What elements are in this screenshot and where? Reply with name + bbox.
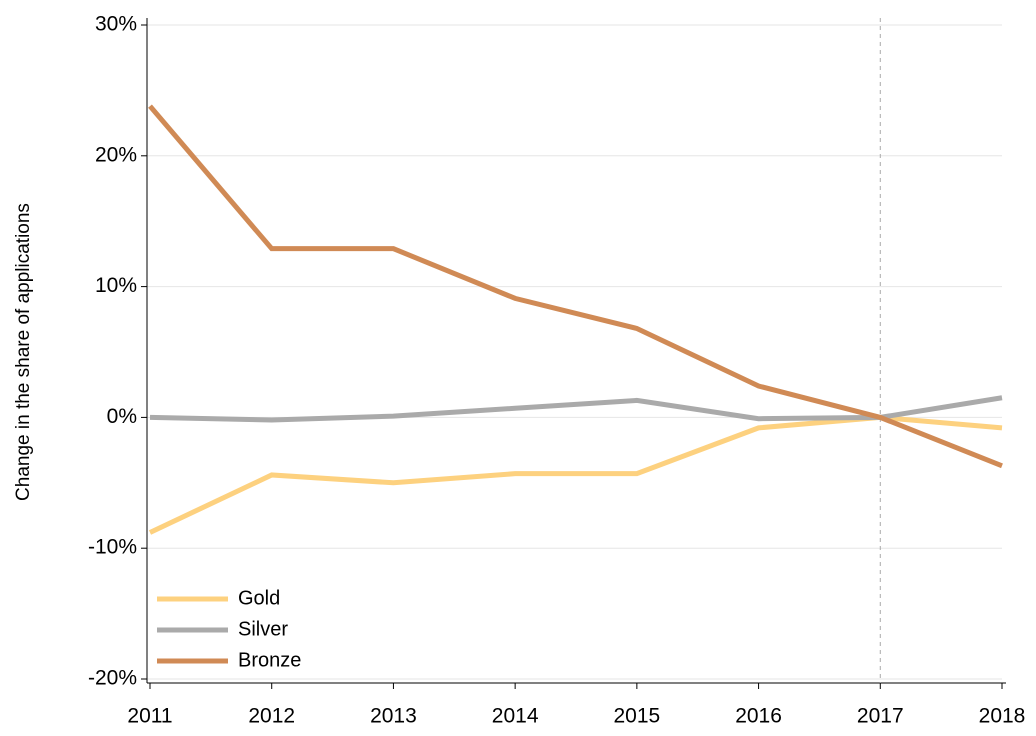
y-tick-label: 0%	[107, 405, 137, 428]
x-tick-label: 2014	[492, 705, 539, 728]
x-tick-label: 2018	[979, 705, 1026, 728]
x-tick-label: 2012	[248, 705, 295, 728]
legend-label: Silver	[238, 618, 288, 640]
legend-label: Bronze	[238, 649, 301, 671]
x-tick-label: 2017	[857, 705, 904, 728]
series-line	[148, 414, 1003, 535]
y-tick-label: 10%	[95, 274, 137, 297]
y-axis-label: Change in the share of applications	[13, 203, 34, 501]
y-tick-label: 20%	[95, 143, 137, 166]
x-tick-label: 2015	[613, 705, 660, 728]
legend-label: Gold	[238, 587, 280, 609]
x-tick-label: 2011	[127, 705, 172, 728]
y-tick-label: -10%	[88, 536, 137, 559]
x-tick-label: 2013	[370, 705, 417, 728]
y-tick-label: -20%	[88, 667, 137, 690]
series-line	[148, 104, 1003, 469]
series-line	[149, 395, 1003, 423]
y-tick-label: 30%	[95, 13, 137, 36]
x-tick-label: 2016	[735, 705, 782, 728]
